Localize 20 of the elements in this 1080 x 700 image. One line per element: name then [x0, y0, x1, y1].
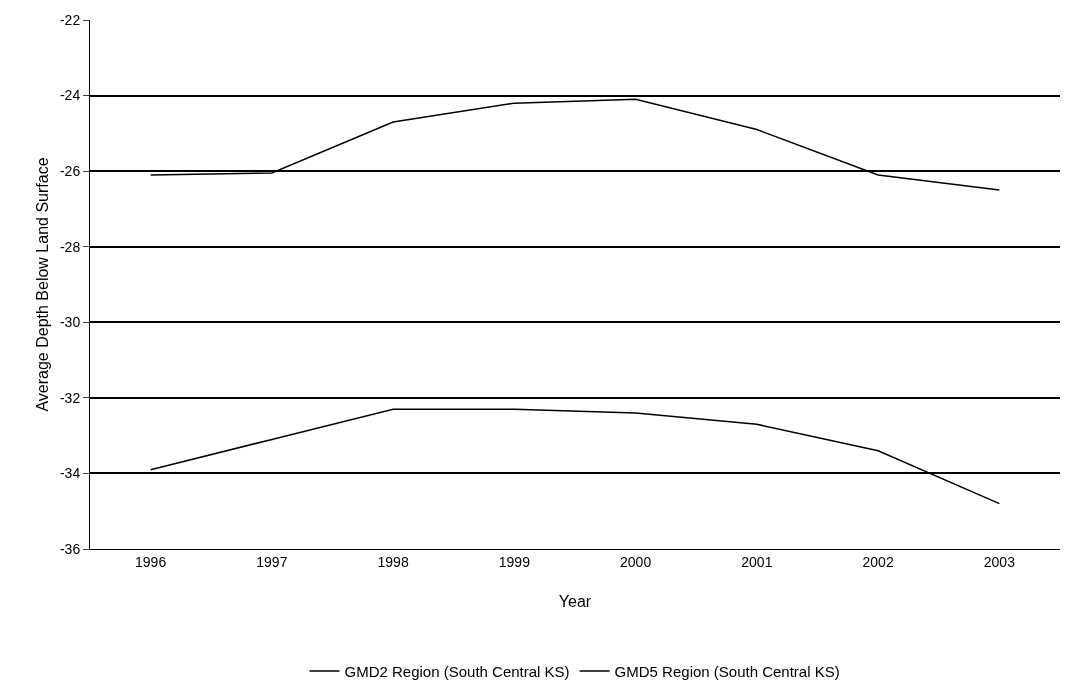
y-tick-label: -28 — [59, 238, 81, 255]
legend-label: GMD5 Region (South Central KS) — [614, 662, 840, 680]
y-tick-label: -30 — [59, 314, 81, 331]
x-axis-title: Year — [558, 593, 592, 610]
y-tick-label: -32 — [59, 389, 81, 406]
legend-label: GMD2 Region (South Central KS) — [344, 662, 570, 680]
y-tick-label: -34 — [59, 465, 81, 482]
x-tick-label: 2003 — [983, 553, 1016, 570]
y-tick-label: -24 — [59, 87, 81, 104]
x-tick-label: 1996 — [135, 553, 167, 570]
y-tick-label: -36 — [59, 540, 81, 557]
x-tick-label: 1997 — [256, 553, 288, 570]
x-tick-label: 2001 — [741, 553, 773, 570]
x-tick-label: 2002 — [862, 553, 894, 570]
y-tick-label: -22 — [59, 11, 81, 28]
y-tick-label: -26 — [59, 163, 81, 180]
x-tick-label: 1998 — [377, 553, 409, 570]
y-axis-title: Average Depth Below Land Surface — [34, 157, 51, 412]
x-tick-label: 2000 — [620, 553, 652, 570]
x-tick-label: 1999 — [498, 553, 531, 570]
